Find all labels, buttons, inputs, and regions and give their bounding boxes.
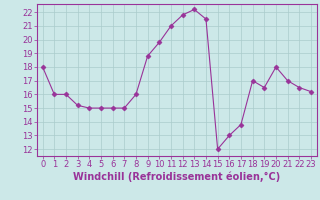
X-axis label: Windchill (Refroidissement éolien,°C): Windchill (Refroidissement éolien,°C) (73, 172, 280, 182)
